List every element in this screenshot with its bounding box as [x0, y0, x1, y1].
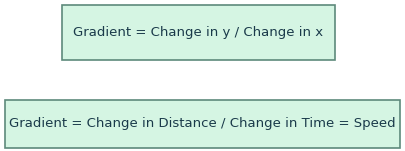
FancyBboxPatch shape [5, 100, 400, 148]
Text: Gradient = Change in Distance / Change in Time = Speed: Gradient = Change in Distance / Change i… [9, 117, 396, 130]
FancyBboxPatch shape [62, 5, 335, 60]
Text: Gradient = Change in y / Change in x: Gradient = Change in y / Change in x [73, 26, 324, 39]
